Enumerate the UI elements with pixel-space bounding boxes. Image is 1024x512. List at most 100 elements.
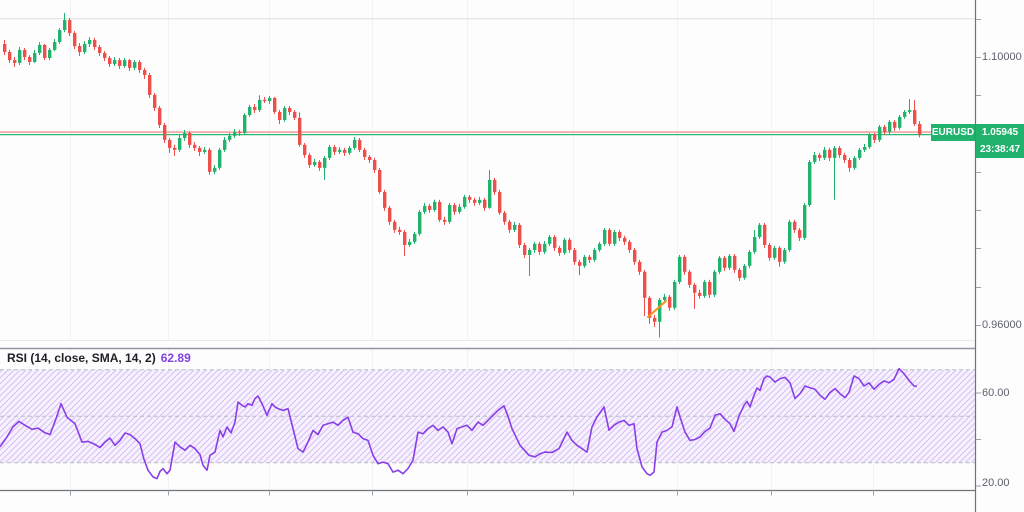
- candle-body: [178, 137, 182, 150]
- candle-body: [918, 124, 922, 135]
- candle-body: [188, 132, 192, 145]
- candle-body: [348, 147, 352, 153]
- candle-body: [143, 70, 147, 75]
- candle-body: [28, 57, 32, 62]
- candle-body: [868, 134, 872, 147]
- candle-body: [18, 49, 22, 63]
- candle-body: [593, 249, 597, 260]
- price-pane[interactable]: [0, 12, 975, 338]
- candle-body: [398, 229, 402, 232]
- candle-body: [423, 205, 427, 212]
- trendline-drawing[interactable]: [647, 300, 667, 318]
- candle-body: [783, 249, 787, 262]
- candle-body: [208, 149, 212, 172]
- candle-body: [333, 146, 337, 152]
- candle-body: [408, 241, 412, 245]
- symbol-label: EURUSD: [931, 124, 975, 141]
- candle-body: [863, 146, 867, 150]
- candle-body: [878, 126, 882, 140]
- candle-body: [718, 257, 722, 272]
- candle-body: [573, 249, 577, 262]
- candle-body: [738, 269, 742, 278]
- candle-body: [458, 206, 462, 212]
- candle-body: [138, 61, 142, 71]
- candle-body: [38, 44, 42, 53]
- candle-body: [383, 191, 387, 208]
- price-axis-label-1.10: 1.10000: [982, 51, 1022, 63]
- candle-body: [583, 256, 587, 266]
- candle-body: [183, 132, 187, 138]
- candle-body: [43, 44, 47, 58]
- candle-body: [483, 199, 487, 208]
- candle-body: [663, 296, 667, 300]
- candle-body: [63, 20, 67, 31]
- candle-body: [913, 110, 917, 124]
- candle-body: [513, 224, 517, 230]
- candle-body: [98, 47, 102, 53]
- candle-body: [218, 149, 222, 168]
- candle-body: [883, 126, 887, 132]
- candle-body: [793, 221, 797, 230]
- candle-body: [83, 43, 87, 53]
- candle-body: [108, 57, 112, 65]
- candle-body: [278, 111, 282, 120]
- candle-body: [443, 219, 447, 222]
- candle-body: [888, 121, 892, 132]
- candle-body: [518, 224, 522, 245]
- rsi-pane[interactable]: [0, 367, 975, 480]
- candle-body: [833, 147, 837, 158]
- candle-body: [713, 271, 717, 295]
- candle-body: [893, 121, 897, 128]
- candle-body: [763, 224, 767, 245]
- candle-body: [773, 247, 777, 258]
- axes-layer[interactable]: [0, 0, 981, 512]
- candle-body: [823, 149, 827, 158]
- candle-body: [653, 317, 657, 322]
- candle-body: [848, 159, 852, 168]
- candle-body: [803, 204, 807, 238]
- candle-body: [748, 251, 752, 266]
- candle-body: [243, 115, 247, 133]
- candle-body: [358, 139, 362, 150]
- candle-body: [363, 149, 367, 157]
- candle-body: [93, 39, 97, 48]
- candle-body: [648, 297, 652, 318]
- candle-body: [268, 97, 272, 102]
- candle-body: [723, 257, 727, 268]
- rsi-indicator-header[interactable]: RSI (14, close, SMA, 14, 2) 62.89: [7, 351, 191, 365]
- candle-body: [678, 256, 682, 282]
- candle-body: [728, 255, 732, 268]
- candle-body: [768, 244, 772, 258]
- rsi-axis-label-60: 60.00: [982, 387, 1010, 399]
- candle-body: [828, 149, 832, 158]
- candle-body: [368, 156, 372, 160]
- rsi-line: [0, 367, 918, 480]
- candle-body: [203, 149, 207, 152]
- candle-body: [533, 243, 537, 250]
- candle-body: [33, 52, 37, 62]
- candle-body: [308, 155, 312, 165]
- candle-body: [638, 261, 642, 272]
- candle-body: [508, 221, 512, 230]
- candle-body: [263, 99, 267, 102]
- candle-body: [838, 147, 842, 156]
- candle-body: [853, 157, 857, 168]
- candle-body: [233, 132, 237, 136]
- candle-body: [373, 159, 377, 170]
- candle-body: [123, 60, 127, 66]
- candle-body: [88, 39, 92, 44]
- candle-body: [133, 61, 137, 68]
- candle-body: [708, 281, 712, 295]
- candle-body: [53, 42, 57, 50]
- candle-body: [743, 265, 747, 278]
- candle-body: [693, 284, 697, 293]
- candle-body: [168, 139, 172, 148]
- candle-body: [488, 179, 492, 208]
- candle-body: [568, 239, 572, 250]
- candle-body: [608, 229, 612, 244]
- candle-body: [68, 20, 72, 34]
- candle-body: [378, 169, 382, 192]
- candle-body: [523, 244, 527, 255]
- candle-body: [623, 237, 627, 242]
